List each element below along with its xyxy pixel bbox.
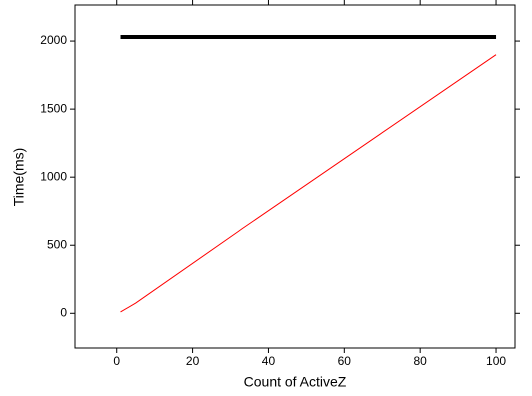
y-tick-label: 1000 [40, 169, 67, 183]
x-tick-label: 0 [113, 354, 120, 368]
y-tick-label: 2000 [40, 33, 67, 47]
x-axis-title: Count of ActiveZ [244, 374, 347, 390]
series-line [120, 54, 497, 313]
y-axis-title: Time(ms) [11, 148, 27, 207]
x-tick-label: 100 [486, 354, 506, 368]
y-tick-label: 500 [47, 237, 67, 251]
plot-frame [74, 4, 516, 349]
x-tick-label: 60 [338, 354, 352, 368]
x-tick-label: 80 [413, 354, 427, 368]
x-tick-label: 20 [186, 354, 200, 368]
x-tick-label: 40 [262, 354, 276, 368]
y-tick-label: 0 [60, 305, 67, 319]
y-tick-label: 1500 [40, 101, 67, 115]
